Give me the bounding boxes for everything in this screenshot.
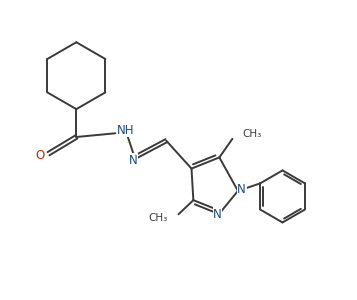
Text: NH: NH: [117, 124, 135, 137]
Text: N: N: [213, 208, 222, 221]
Text: N: N: [237, 182, 246, 196]
Text: N: N: [129, 154, 137, 167]
Text: O: O: [36, 149, 45, 162]
Text: CH₃: CH₃: [149, 213, 168, 223]
Text: CH₃: CH₃: [243, 129, 262, 140]
